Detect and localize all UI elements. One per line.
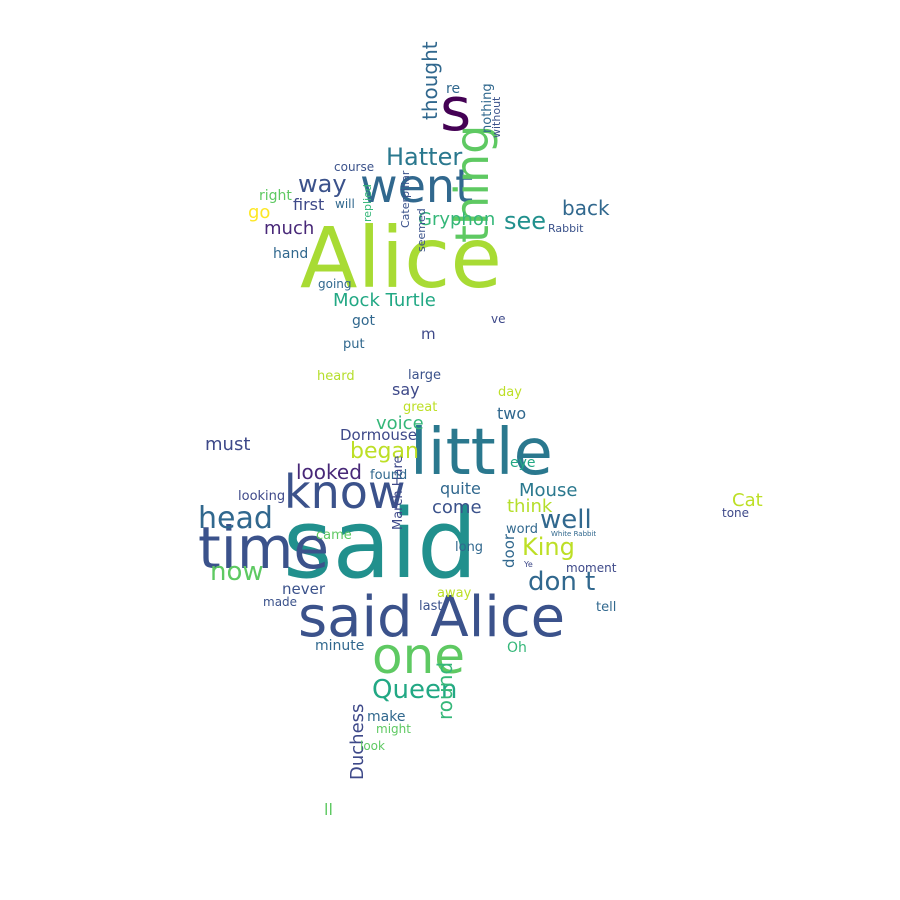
word-march-hare: March Hare <box>391 455 406 530</box>
word-make: make <box>367 709 405 725</box>
word-must: must <box>205 434 250 455</box>
word-s: s <box>440 75 471 145</box>
word-king: King <box>522 533 575 561</box>
word-found: found <box>370 468 407 483</box>
word-alice: Alice <box>300 209 502 307</box>
word-ve: ve <box>491 312 505 326</box>
word-queen: Queen <box>372 675 457 705</box>
word-will: will <box>335 197 355 211</box>
word-tell: tell <box>596 600 616 615</box>
word-now: now <box>210 557 264 587</box>
word-two: two <box>497 404 526 423</box>
word-going: going <box>318 277 352 291</box>
word-eye: eye <box>510 455 536 471</box>
word-oh: Oh <box>507 640 527 656</box>
word-went: went <box>360 159 473 213</box>
word-last: last <box>419 599 442 614</box>
word-might: might <box>376 722 411 736</box>
word-dont: don t <box>528 567 595 597</box>
word-replied: replied <box>361 184 374 222</box>
word-came: came <box>316 528 352 543</box>
word-back: back <box>562 196 610 220</box>
word-quite: quite <box>440 479 481 498</box>
word-way: way <box>298 170 347 198</box>
word-mock-turtle: Mock Turtle <box>333 290 436 311</box>
word-caterpillar: Caterpillar <box>399 170 412 228</box>
word-mouse: Mouse <box>519 480 577 501</box>
word-thing: thing <box>445 125 499 243</box>
word-round: round <box>433 662 457 720</box>
word-began: began <box>350 439 419 464</box>
word-little: little <box>410 416 553 490</box>
word-word: word <box>506 522 538 537</box>
word-course: course <box>334 160 374 174</box>
word-ye: Ye <box>523 560 533 569</box>
word-m: m <box>421 325 436 343</box>
word-thought: thought <box>418 41 442 120</box>
word-long: long <box>455 540 483 555</box>
word-door: door <box>500 533 518 568</box>
word-come: come <box>432 497 482 518</box>
word-away: away <box>437 586 472 601</box>
word-got: got <box>352 313 375 329</box>
word-heard: heard <box>317 369 355 384</box>
word-rabbit: Rabbit <box>548 222 584 235</box>
word-looking: looking <box>238 489 285 504</box>
word-much: much <box>264 218 314 239</box>
word-made: made <box>263 595 297 609</box>
word-one: one <box>372 627 465 685</box>
word-nothing: nothing <box>480 83 495 133</box>
word-look: look <box>360 739 385 753</box>
word-think: think <box>507 496 553 517</box>
word-looked: looked <box>296 460 362 484</box>
word-re: re <box>446 81 460 97</box>
word-time: time <box>198 514 329 582</box>
word-right: right <box>259 188 292 204</box>
word-well: well <box>540 505 592 535</box>
word-see: see <box>504 207 546 235</box>
word-gryphon: Gryphon <box>418 209 495 230</box>
word-dormouse: Dormouse <box>340 426 417 444</box>
word-said-alice: said Alice <box>298 585 565 650</box>
word-cat: Cat <box>732 490 763 511</box>
word-go: go <box>248 202 270 223</box>
word-day: day <box>498 385 522 400</box>
word-say: say <box>392 380 420 399</box>
word-tone: tone <box>722 506 749 520</box>
word-put: put <box>343 337 365 352</box>
word-first: first <box>293 195 324 214</box>
word-seemed: seemed <box>415 208 428 252</box>
word-head: head <box>198 501 273 536</box>
word-never: never <box>282 580 326 598</box>
word-white-rabbit: White Rabbit <box>551 530 596 538</box>
word-ll: ll <box>324 800 333 819</box>
word-said: said <box>283 490 477 600</box>
word-minute: minute <box>315 638 364 654</box>
word-large: large <box>408 368 441 383</box>
word-voice: voice <box>376 413 424 434</box>
word-hatter: Hatter <box>386 143 462 171</box>
word-duchess: Duchess <box>347 704 368 780</box>
word-know: know <box>284 465 406 519</box>
word-moment: moment <box>566 561 617 575</box>
word-hand: hand <box>273 246 308 262</box>
word-great: great <box>403 400 437 415</box>
word-without: without <box>490 96 503 138</box>
